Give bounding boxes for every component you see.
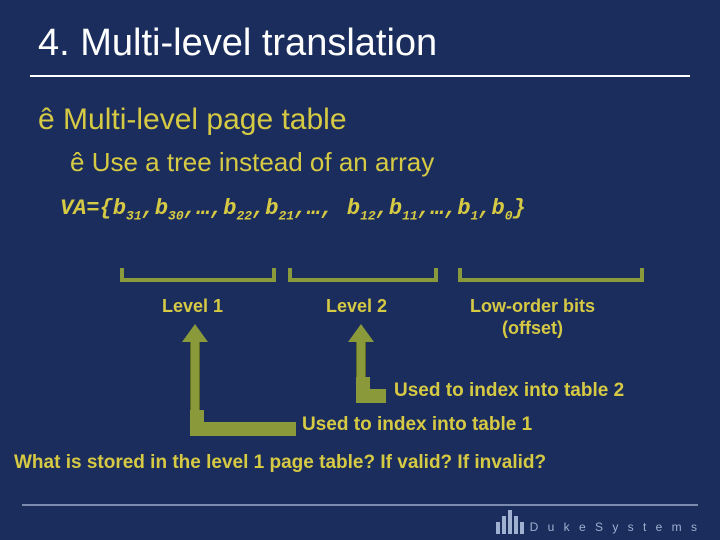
- va-dots: ,…,: [418, 196, 458, 221]
- va-sub: 31: [126, 208, 142, 223]
- elbow-level2: [356, 377, 386, 403]
- va-sub: 0: [505, 208, 513, 223]
- chapel-bar: [496, 522, 500, 534]
- va-sub: 22: [236, 208, 252, 223]
- bullet2-marker: ê: [70, 147, 84, 177]
- bullet1-marker: ê: [38, 103, 55, 136]
- used-index-table2: Used to index into table 2: [394, 380, 624, 402]
- va-sub: 11: [402, 208, 418, 223]
- va-b: b: [265, 196, 278, 221]
- bullet1-text: Multi-level page table: [63, 103, 347, 136]
- bullet2-text: Use a tree instead of an array: [92, 147, 435, 177]
- used-index-table1: Used to index into table 1: [302, 414, 532, 436]
- bullet-level1: ê Multi-level page table: [0, 77, 720, 137]
- label-offset: Low-order bits (offset): [470, 296, 595, 339]
- va-sub: 21: [278, 208, 294, 223]
- va-b: b: [223, 196, 236, 221]
- label-level2: Level 2: [326, 296, 387, 318]
- va-b: b: [457, 196, 470, 221]
- footer-divider: [22, 504, 698, 506]
- label-level1: Level 1: [162, 296, 223, 318]
- label-offset-line2: (offset): [502, 318, 563, 338]
- va-b: b: [347, 196, 360, 221]
- slide: 4. Multi-level translation ê Multi-level…: [0, 0, 720, 540]
- va-suffix: }: [513, 196, 526, 221]
- va-b: b: [155, 196, 168, 221]
- bracket-offset: [458, 268, 644, 282]
- slide-title: 4. Multi-level translation: [0, 0, 720, 75]
- va-dots: ,…,: [294, 196, 347, 221]
- va-b: b: [389, 196, 402, 221]
- va-sub: 1: [471, 208, 479, 223]
- va-expression: VA={b31,b30,…,b22,b21,…, b12,b11,…,b1,b0…: [0, 178, 720, 223]
- elbow-level1: [190, 410, 296, 436]
- label-offset-line1: Low-order bits: [470, 296, 595, 316]
- arrow-head-icon: [182, 324, 208, 342]
- va-b: b: [113, 196, 126, 221]
- arrow-head-icon: [348, 324, 374, 342]
- logo-text: D u k e S y s t e m s: [530, 520, 700, 534]
- va-sub: 12: [360, 208, 376, 223]
- bullet-level2: ê Use a tree instead of an array: [0, 137, 720, 178]
- bracket-level2: [288, 268, 438, 282]
- chapel-icon: [496, 510, 524, 534]
- va-prefix: VA={: [60, 196, 113, 221]
- bracket-level1: [120, 268, 276, 282]
- chapel-bar: [508, 510, 512, 534]
- va-b: b: [492, 196, 505, 221]
- chapel-bar: [520, 522, 524, 534]
- chapel-bar: [514, 516, 518, 534]
- footer-logo: D u k e S y s t e m s: [496, 510, 700, 534]
- question-text: What is stored in the level 1 page table…: [14, 452, 546, 474]
- chapel-bar: [502, 516, 506, 534]
- va-sub: 30: [168, 208, 184, 223]
- va-dots: ,…,: [184, 196, 224, 221]
